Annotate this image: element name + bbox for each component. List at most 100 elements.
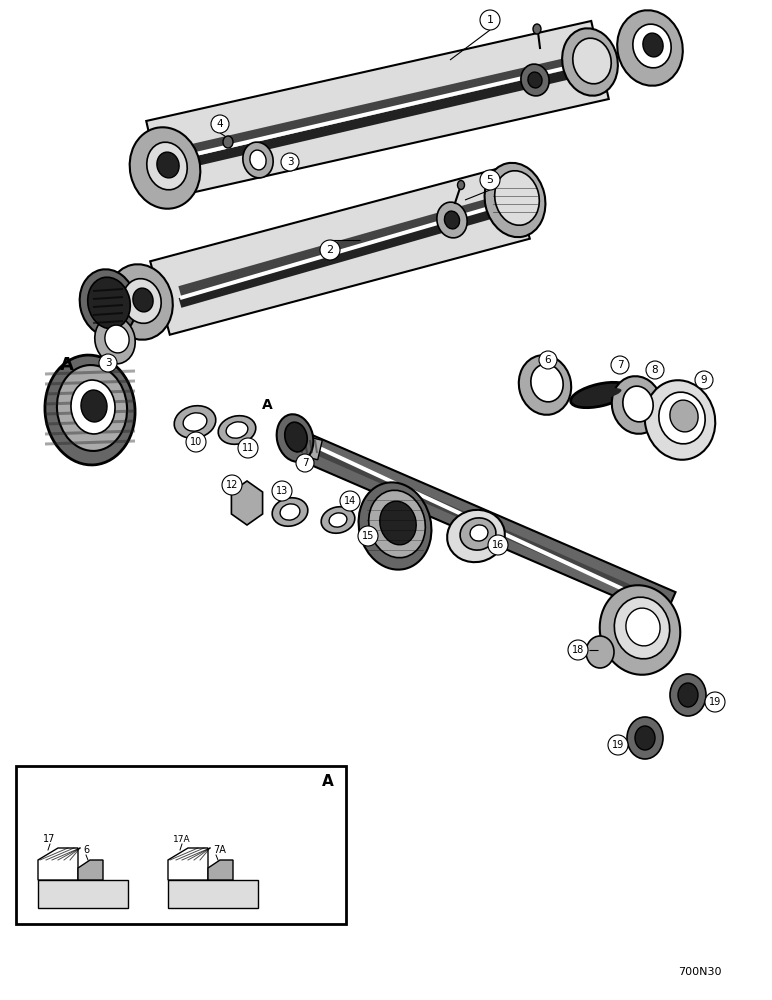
Ellipse shape — [531, 364, 563, 402]
Text: 18: 18 — [572, 645, 584, 655]
Ellipse shape — [57, 365, 127, 451]
Bar — [16, 766, 346, 924]
Circle shape — [488, 535, 508, 555]
Polygon shape — [45, 390, 135, 395]
Ellipse shape — [627, 717, 663, 759]
Text: A: A — [60, 356, 74, 374]
Ellipse shape — [123, 279, 161, 323]
Polygon shape — [170, 58, 601, 162]
Ellipse shape — [670, 674, 706, 716]
Ellipse shape — [633, 24, 671, 68]
Polygon shape — [178, 202, 516, 308]
Circle shape — [539, 351, 557, 369]
Ellipse shape — [626, 608, 660, 646]
Text: 13: 13 — [276, 486, 288, 496]
Polygon shape — [45, 380, 135, 385]
Text: 1: 1 — [486, 15, 493, 25]
Circle shape — [211, 115, 229, 133]
Text: 6: 6 — [83, 845, 89, 855]
Ellipse shape — [358, 482, 432, 570]
Ellipse shape — [623, 386, 653, 422]
Polygon shape — [168, 848, 208, 880]
Circle shape — [695, 371, 713, 389]
Ellipse shape — [250, 150, 266, 170]
Ellipse shape — [578, 388, 621, 402]
Polygon shape — [288, 433, 322, 460]
Ellipse shape — [437, 202, 467, 238]
Text: 19: 19 — [612, 740, 624, 750]
Circle shape — [611, 356, 629, 374]
Ellipse shape — [495, 171, 540, 225]
Text: 12: 12 — [226, 480, 239, 490]
Ellipse shape — [157, 152, 179, 178]
Ellipse shape — [80, 269, 137, 337]
Ellipse shape — [533, 24, 541, 34]
Polygon shape — [174, 61, 606, 171]
Text: 8: 8 — [652, 365, 659, 375]
Ellipse shape — [519, 355, 571, 415]
Text: 4: 4 — [217, 119, 223, 129]
Text: A: A — [322, 774, 334, 788]
Ellipse shape — [130, 127, 200, 209]
Circle shape — [646, 361, 664, 379]
Polygon shape — [45, 430, 135, 435]
Ellipse shape — [586, 636, 614, 668]
Text: 11: 11 — [242, 443, 254, 453]
Ellipse shape — [678, 683, 698, 707]
Text: 17: 17 — [43, 834, 56, 844]
Polygon shape — [38, 848, 78, 880]
Ellipse shape — [573, 38, 611, 84]
Ellipse shape — [280, 504, 300, 520]
Polygon shape — [93, 312, 123, 316]
Ellipse shape — [635, 726, 655, 750]
Ellipse shape — [369, 490, 425, 558]
Text: 10: 10 — [190, 437, 202, 447]
Ellipse shape — [485, 163, 546, 237]
Ellipse shape — [88, 277, 130, 329]
Text: 9: 9 — [701, 375, 707, 385]
Text: 7: 7 — [617, 360, 623, 370]
Text: 6: 6 — [545, 355, 551, 365]
Ellipse shape — [81, 390, 107, 422]
Ellipse shape — [95, 316, 135, 364]
Ellipse shape — [611, 376, 662, 434]
Circle shape — [568, 640, 588, 660]
Ellipse shape — [174, 406, 216, 438]
Ellipse shape — [45, 355, 135, 465]
Circle shape — [480, 170, 500, 190]
Polygon shape — [178, 191, 516, 298]
Circle shape — [281, 153, 299, 171]
Polygon shape — [45, 420, 135, 425]
Circle shape — [358, 526, 378, 546]
Ellipse shape — [645, 380, 716, 460]
Polygon shape — [93, 288, 123, 292]
Ellipse shape — [273, 498, 308, 526]
Polygon shape — [308, 444, 662, 606]
Ellipse shape — [71, 380, 115, 434]
Circle shape — [340, 491, 360, 511]
Circle shape — [296, 454, 314, 472]
Circle shape — [480, 10, 500, 30]
Text: 17A: 17A — [173, 835, 191, 844]
Ellipse shape — [445, 211, 459, 229]
Ellipse shape — [218, 416, 256, 444]
Text: 15: 15 — [362, 531, 374, 541]
Polygon shape — [294, 432, 676, 618]
Ellipse shape — [617, 10, 682, 86]
Circle shape — [238, 438, 258, 458]
Bar — [168, 880, 258, 908]
Polygon shape — [179, 200, 510, 300]
Polygon shape — [45, 440, 135, 445]
Ellipse shape — [460, 518, 496, 550]
Text: 5: 5 — [486, 175, 493, 185]
Circle shape — [99, 354, 117, 372]
Polygon shape — [93, 304, 123, 308]
Ellipse shape — [470, 525, 488, 541]
Bar — [38, 880, 128, 908]
Polygon shape — [299, 440, 303, 453]
Polygon shape — [314, 440, 318, 453]
Polygon shape — [45, 370, 135, 375]
Ellipse shape — [380, 501, 416, 545]
Ellipse shape — [147, 142, 188, 190]
Ellipse shape — [521, 64, 549, 96]
